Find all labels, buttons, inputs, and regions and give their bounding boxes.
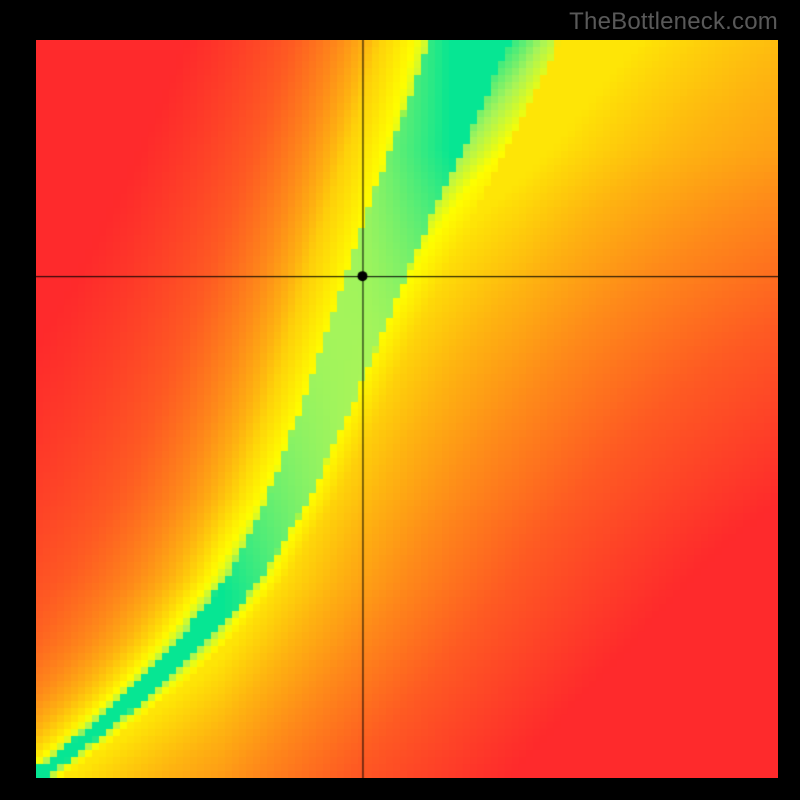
watermark-label: TheBottleneck.com [569, 8, 778, 36]
bottleneck-heatmap [36, 40, 778, 778]
